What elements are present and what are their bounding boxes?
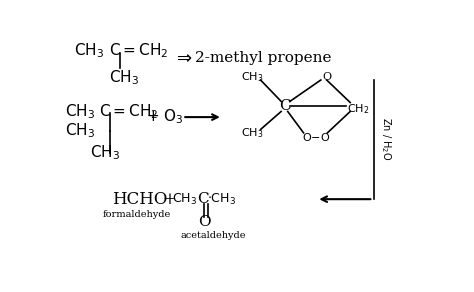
Text: $\mathrm{CH_3}$: $\mathrm{CH_3}$: [91, 144, 120, 162]
Text: $\mathrm{CH_3}$: $\mathrm{CH_3}$: [65, 121, 95, 140]
Text: $\mathrm{CH_3}$: $\mathrm{CH_3}$: [241, 126, 264, 140]
Text: $\mathrm{{\cdot}CH_3}$: $\mathrm{{\cdot}CH_3}$: [207, 192, 237, 207]
Text: O: O: [322, 72, 331, 82]
Text: formaldehyde: formaldehyde: [102, 211, 171, 219]
Text: $\mathrm{CH_3}$: $\mathrm{CH_3}$: [74, 41, 104, 60]
Text: acetaldehyde: acetaldehyde: [181, 231, 246, 240]
Text: $\mathrm{Zn\ /\ H_2O}$: $\mathrm{Zn\ /\ H_2O}$: [379, 117, 392, 160]
Text: $\mathrm{CH_2}$: $\mathrm{CH_2}$: [346, 102, 369, 116]
Text: $\mathrm{+ \ O_3}$: $\mathrm{+ \ O_3}$: [146, 108, 183, 126]
Text: HCHO: HCHO: [112, 191, 168, 208]
Text: $\mathrm{CH_3}$: $\mathrm{CH_3}$: [241, 70, 264, 84]
Text: 2-methyl propene: 2-methyl propene: [195, 51, 332, 65]
Text: $\mathrm{CH_3}$: $\mathrm{CH_3}$: [173, 192, 198, 207]
Text: $\mathrm{CH_3}$: $\mathrm{CH_3}$: [109, 68, 139, 87]
Text: $\mathrm{O{-}O}$: $\mathrm{O{-}O}$: [301, 131, 330, 143]
Text: +: +: [162, 191, 176, 208]
Text: $\Rightarrow$: $\Rightarrow$: [173, 48, 193, 67]
Text: C: C: [279, 99, 291, 113]
Text: C: C: [197, 192, 209, 206]
Text: $\mathrm{CH_3}$: $\mathrm{CH_3}$: [65, 102, 95, 121]
Text: O: O: [198, 215, 210, 229]
Text: $\mathrm{C{=}CH_2}$: $\mathrm{C{=}CH_2}$: [99, 102, 158, 121]
Text: $\mathrm{C{=}CH_2}$: $\mathrm{C{=}CH_2}$: [109, 41, 168, 60]
